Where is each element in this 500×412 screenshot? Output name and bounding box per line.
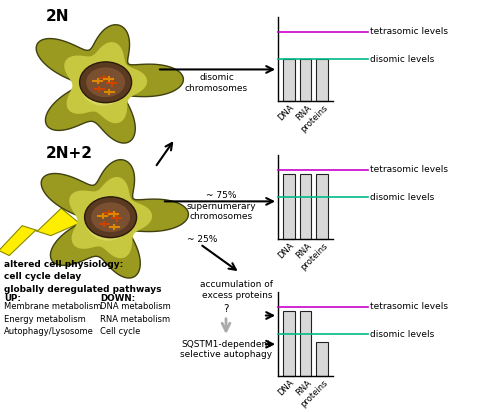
Text: 2N+2: 2N+2 xyxy=(46,146,93,161)
Bar xyxy=(283,311,294,376)
Text: altered cell physiology:
cell cycle delay
globally deregulated pathways: altered cell physiology: cell cycle dela… xyxy=(4,260,162,294)
Text: accumulation of
excess proteins: accumulation of excess proteins xyxy=(200,281,274,300)
Text: RNA: RNA xyxy=(294,241,313,260)
Polygon shape xyxy=(41,160,188,278)
Text: ~ 75%
supernumerary
chromosomes: ~ 75% supernumerary chromosomes xyxy=(186,191,256,221)
Text: tetrasomic levels: tetrasomic levels xyxy=(370,28,448,37)
Text: DNA: DNA xyxy=(276,378,296,398)
Text: proteins: proteins xyxy=(299,103,330,134)
Bar xyxy=(283,59,294,101)
Text: DNA: DNA xyxy=(276,241,296,261)
Ellipse shape xyxy=(86,67,125,97)
Text: DNA: DNA xyxy=(276,103,296,123)
Ellipse shape xyxy=(84,197,136,238)
Text: proteins: proteins xyxy=(299,241,330,272)
Text: DOWN:: DOWN: xyxy=(100,294,135,303)
Text: RNA: RNA xyxy=(294,103,313,122)
Text: ?: ? xyxy=(223,304,229,314)
Ellipse shape xyxy=(80,62,132,103)
Bar xyxy=(300,174,312,239)
Bar xyxy=(300,59,312,101)
Polygon shape xyxy=(80,61,126,105)
Bar xyxy=(316,342,328,376)
Bar xyxy=(283,174,294,239)
Text: Membrane metabolism
Energy metabolism
Autophagy/Lysosome: Membrane metabolism Energy metabolism Au… xyxy=(4,302,102,336)
Text: tetrasomic levels: tetrasomic levels xyxy=(370,302,448,311)
Polygon shape xyxy=(64,42,147,123)
Text: 2N: 2N xyxy=(46,9,70,24)
Text: proteins: proteins xyxy=(299,378,330,409)
Bar xyxy=(316,59,328,101)
Bar xyxy=(316,174,328,239)
Text: RNA: RNA xyxy=(294,378,313,397)
Polygon shape xyxy=(0,208,80,255)
Ellipse shape xyxy=(91,202,130,232)
Bar xyxy=(300,311,312,376)
Text: disomic levels: disomic levels xyxy=(370,330,434,339)
Text: SQSTM1-dependent
selective autophagy: SQSTM1-dependent selective autophagy xyxy=(180,340,272,359)
Polygon shape xyxy=(84,196,132,241)
Text: ~ 25%: ~ 25% xyxy=(187,235,217,244)
Polygon shape xyxy=(36,25,184,143)
Polygon shape xyxy=(69,177,152,258)
Text: disomic
chromosomes: disomic chromosomes xyxy=(185,73,248,93)
Text: disomic levels: disomic levels xyxy=(370,193,434,201)
Text: DNA metabolism
RNA metabolism
Cell cycle: DNA metabolism RNA metabolism Cell cycle xyxy=(100,302,171,336)
Text: tetrasomic levels: tetrasomic levels xyxy=(370,165,448,174)
Text: disomic levels: disomic levels xyxy=(370,55,434,64)
Text: UP:: UP: xyxy=(4,294,21,303)
